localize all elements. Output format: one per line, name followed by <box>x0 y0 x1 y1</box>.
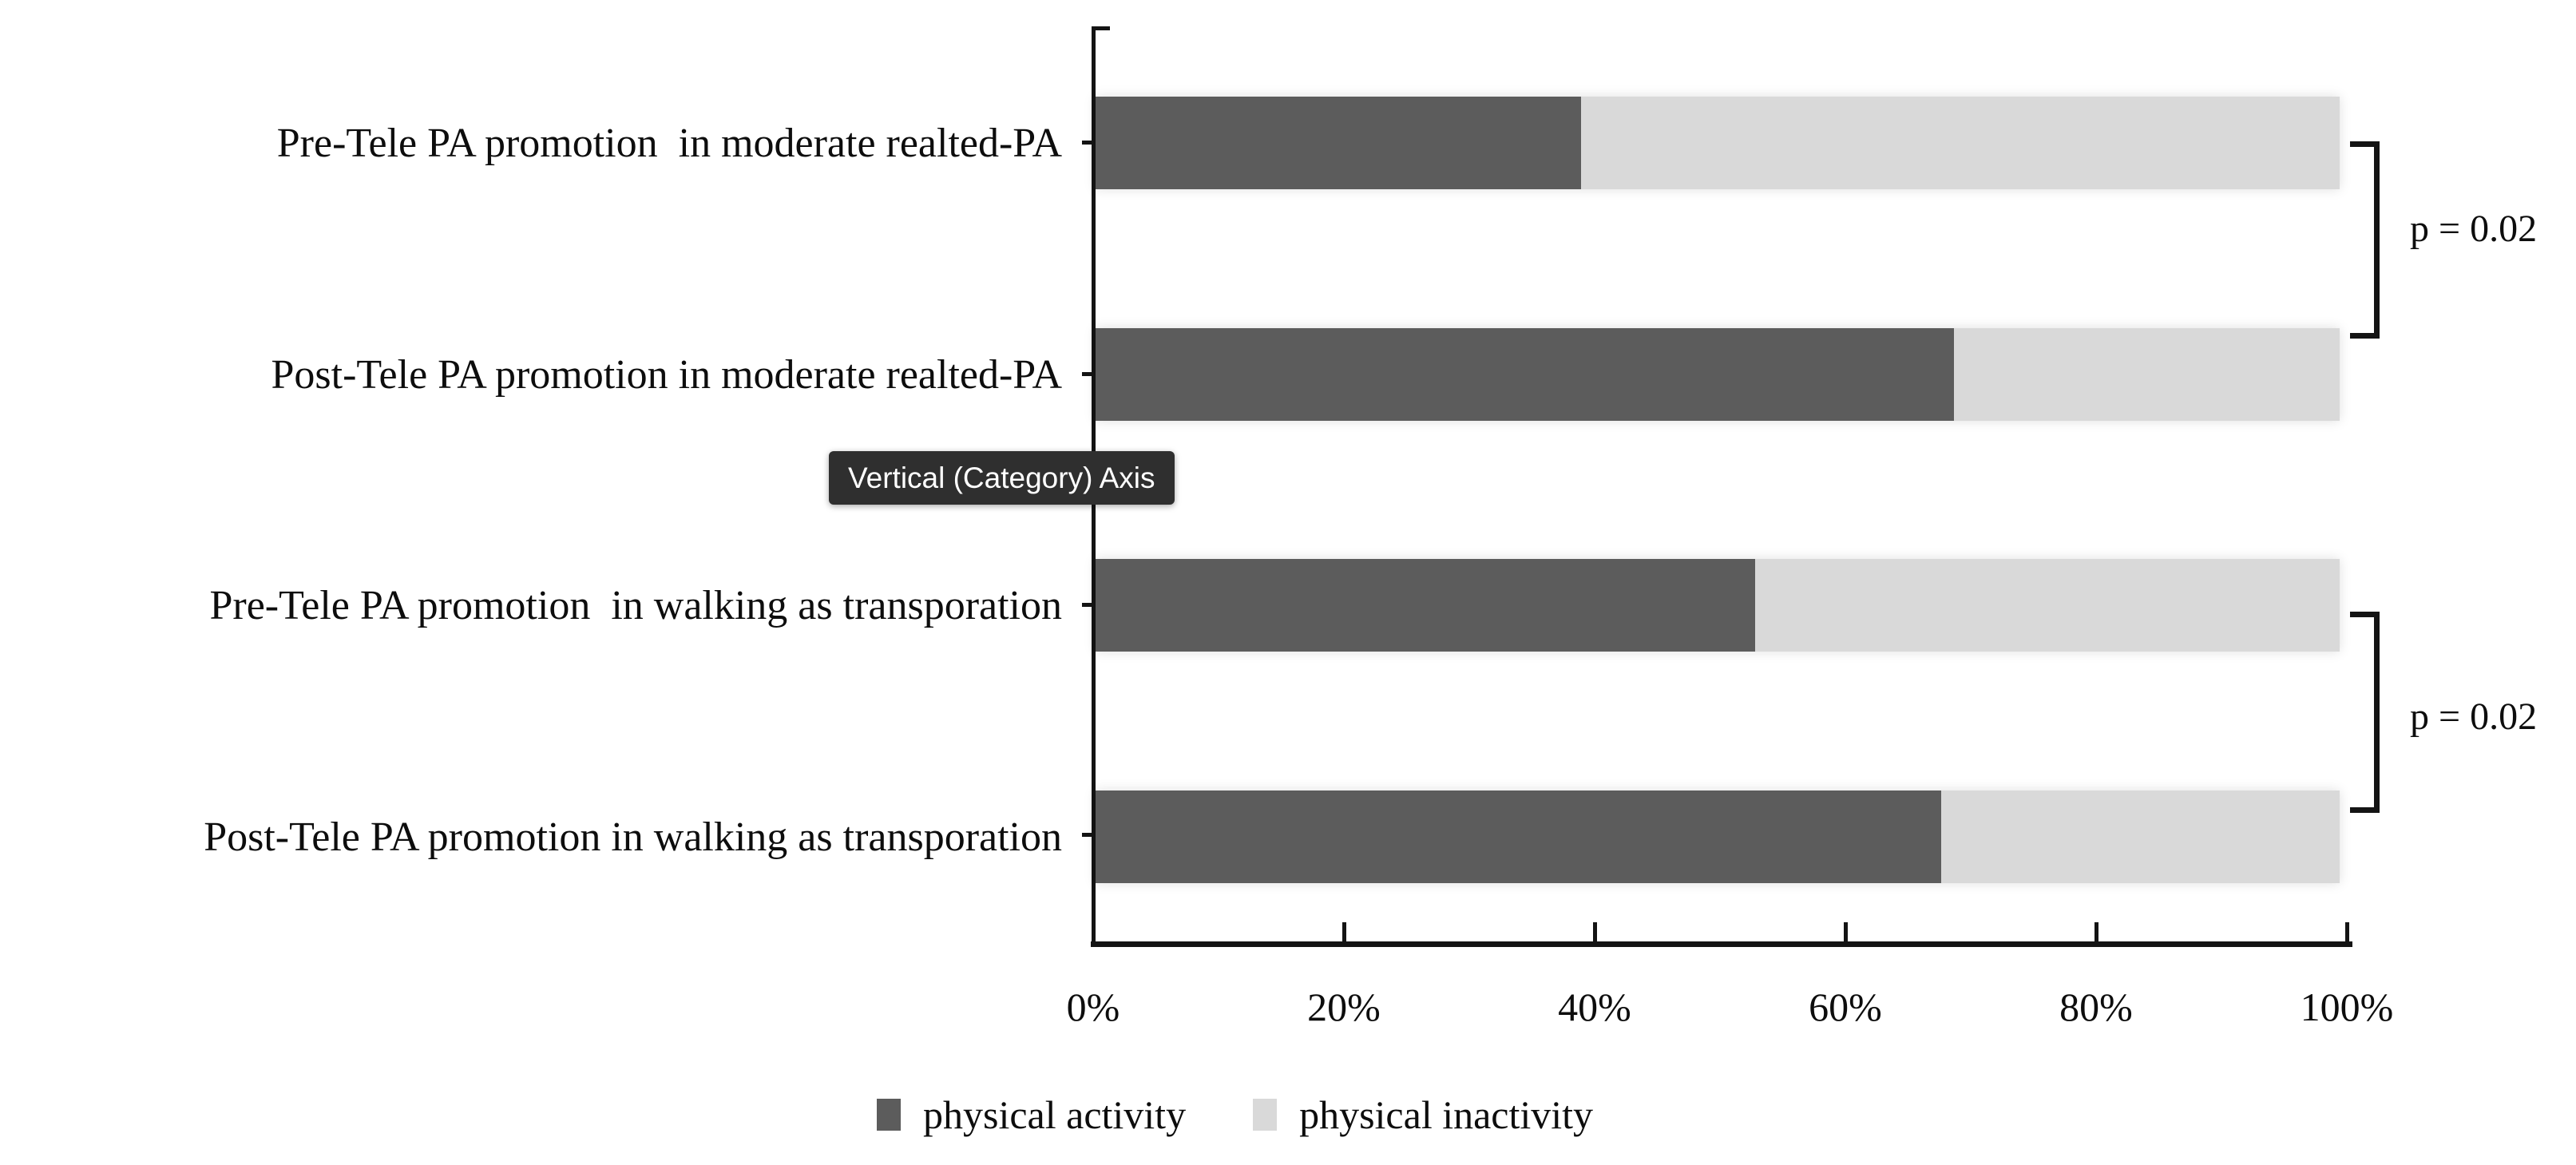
category-label: Post-Tele PA promotion in walking as tra… <box>204 814 1062 860</box>
legend-label: physical activity <box>923 1092 1187 1137</box>
legend-swatch-physical-activity <box>877 1099 901 1131</box>
significance-bracket <box>2350 141 2380 339</box>
axis-tick <box>2345 922 2349 943</box>
x-tick-label: 0% <box>1066 985 1120 1029</box>
category-tick <box>1082 372 1106 376</box>
bar-segment-physical-activity[interactable] <box>1096 328 1955 421</box>
category-tick <box>1082 833 1106 837</box>
bar-segment-physical-activity[interactable] <box>1096 791 1942 883</box>
p-value-label: p = 0.02 <box>2410 208 2538 250</box>
bar-row <box>1096 791 2340 883</box>
category-label: Pre-Tele PA promotion in moderate realte… <box>276 120 1062 166</box>
axis-tick <box>1844 922 1848 943</box>
bar-row <box>1096 97 2340 189</box>
category-tick <box>1082 141 1106 145</box>
bar-row <box>1096 328 2340 421</box>
bar-segment-physical-inactivity[interactable] <box>1941 791 2340 883</box>
x-tick-label: 100% <box>2300 985 2394 1029</box>
category-label: Pre-Tele PA promotion in walking as tran… <box>209 582 1062 628</box>
legend-label: physical inactivity <box>1299 1092 1594 1137</box>
bar-segment-physical-inactivity[interactable] <box>1954 328 2340 421</box>
vertical-axis-top-tick <box>1092 26 1110 30</box>
x-tick-label: 20% <box>1307 985 1381 1029</box>
p-value-label: p = 0.02 <box>2410 695 2538 738</box>
bar-segment-physical-activity[interactable] <box>1096 97 1581 189</box>
legend-item-physical-inactivity[interactable]: physical inactivity <box>1253 1092 1593 1138</box>
axis-tick <box>2094 922 2098 943</box>
axis-tick <box>1342 922 1346 943</box>
x-tick-label: 60% <box>1809 985 1882 1029</box>
legend: physical activity physical inactivity <box>877 1084 1593 1145</box>
axis-tick <box>1092 922 1096 943</box>
bar-row <box>1096 559 2340 652</box>
category-label: Post-Tele PA promotion in moderate realt… <box>271 351 1062 398</box>
x-tick-label: 80% <box>2059 985 2133 1029</box>
axis-tick <box>1593 922 1597 943</box>
x-tick-label: 40% <box>1558 985 1631 1029</box>
horizontal-value-axis[interactable] <box>1091 941 2352 947</box>
bar-segment-physical-activity[interactable] <box>1096 559 1755 652</box>
bar-segment-physical-inactivity[interactable] <box>1580 97 2340 189</box>
bar-segment-physical-inactivity[interactable] <box>1754 559 2340 652</box>
category-tick <box>1082 603 1106 607</box>
legend-swatch-physical-inactivity <box>1253 1099 1278 1131</box>
axis-hover-tooltip: Vertical (Category) Axis <box>829 451 1175 505</box>
significance-bracket <box>2350 612 2380 813</box>
legend-item-physical-activity[interactable]: physical activity <box>877 1092 1186 1138</box>
